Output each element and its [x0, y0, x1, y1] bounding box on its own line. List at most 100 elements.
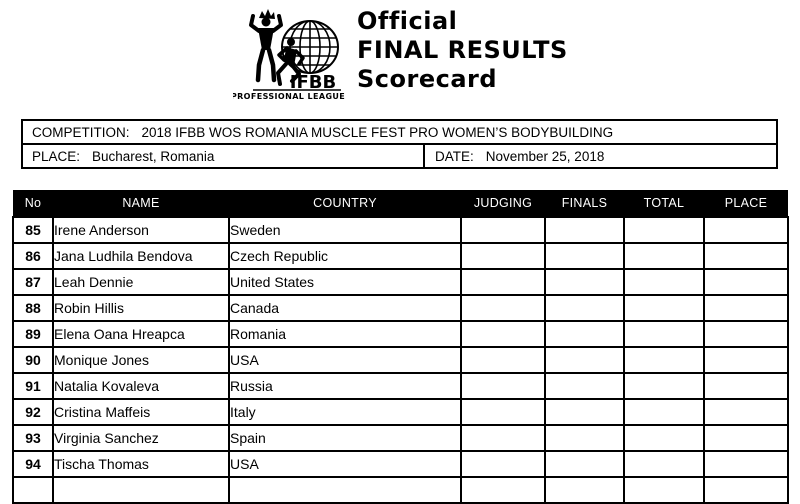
table-row: 91 Natalia Kovaleva Russia	[12, 372, 789, 400]
cell-judging	[460, 424, 546, 452]
cell-no: 89	[12, 320, 54, 348]
competition-row: COMPETITION: 2018 IFBB WOS ROMANIA MUSCL…	[23, 121, 776, 145]
cell-place	[703, 398, 789, 426]
cell-name: Irene Anderson	[52, 216, 230, 244]
cell-judging	[460, 346, 546, 374]
column-header-total: TOTAL	[624, 190, 704, 217]
competition-info-box: COMPETITION: 2018 IFBB WOS ROMANIA MUSCL…	[21, 119, 778, 169]
cell-country: Czech Republic	[228, 242, 462, 270]
table-row: 86 Jana Ludhila Bendova Czech Republic	[12, 242, 789, 270]
cell-place	[703, 372, 789, 400]
scorecard-page: { "logo": { "ifbb": "IFBB", "league": "P…	[12, 7, 789, 504]
cell-judging	[460, 216, 546, 244]
table-row: 94 Tischa Thomas USA	[12, 450, 789, 478]
cell-finals	[544, 294, 625, 322]
cell-name: Monique Jones	[52, 346, 230, 374]
place-label: PLACE:	[32, 148, 81, 164]
title-line-scorecard: Scorecard	[357, 65, 498, 93]
cell-no: 87	[12, 268, 54, 296]
cell-country: Russia	[228, 372, 462, 400]
cell-total	[623, 346, 705, 374]
cell-no: 88	[12, 294, 54, 322]
logo-ifbb-text: IFBB	[290, 72, 336, 93]
cell-place	[703, 450, 789, 478]
cell-no: 94	[12, 450, 54, 478]
cell-place	[703, 476, 789, 504]
cell-place	[703, 424, 789, 452]
cell-country: Sweden	[228, 216, 462, 244]
table-row: 89 Elena Oana Hreapca Romania	[12, 320, 789, 348]
column-header-name: NAME	[53, 190, 229, 217]
athletes-icon	[249, 9, 305, 86]
cell-finals	[544, 372, 625, 400]
cell-finals	[544, 398, 625, 426]
cell-no: 93	[12, 424, 54, 452]
page-title: Official FINAL RESULTS Scorecard	[357, 7, 568, 94]
column-header-country: COUNTRY	[229, 190, 461, 217]
table-row: 92 Cristina Maffeis Italy	[12, 398, 789, 426]
results-table: No NAME COUNTRY JUDGING FINALS TOTAL PLA…	[12, 190, 789, 504]
cell-country: Romania	[228, 320, 462, 348]
cell-total	[623, 450, 705, 478]
cell-no: 85	[12, 216, 54, 244]
cell-judging	[460, 398, 546, 426]
cell-name: Elena Oana Hreapca	[52, 320, 230, 348]
cell-no: 90	[12, 346, 54, 374]
date-value: November 25, 2018	[485, 148, 605, 164]
cell-total	[623, 320, 705, 348]
cell-total	[623, 242, 705, 270]
ifbb-logo-icon: IFBB PROFESSIONAL LEAGUE	[231, 9, 345, 101]
cell-total	[623, 294, 705, 322]
cell-place	[703, 268, 789, 296]
place-value: Bucharest, Romania	[92, 148, 215, 164]
cell-no	[12, 476, 54, 504]
cell-total	[623, 476, 705, 504]
cell-country: Canada	[228, 294, 462, 322]
cell-country: United States	[228, 268, 462, 296]
cell-place	[703, 294, 789, 322]
cell-place	[703, 346, 789, 374]
cell-judging	[460, 294, 546, 322]
cell-name: Virginia Sanchez	[52, 424, 230, 452]
cell-place	[703, 216, 789, 244]
cell-finals	[544, 450, 625, 478]
competition-value: 2018 IFBB WOS ROMANIA MUSCLE FEST PRO WO…	[141, 124, 614, 140]
cell-name	[52, 476, 230, 504]
date-label: DATE:	[435, 148, 474, 164]
cell-place	[703, 242, 789, 270]
cell-judging	[460, 372, 546, 400]
cell-judging	[460, 450, 546, 478]
cell-name: Jana Ludhila Bendova	[52, 242, 230, 270]
cell-total	[623, 372, 705, 400]
cell-name: Natalia Kovaleva	[52, 372, 230, 400]
cell-country: Spain	[228, 424, 462, 452]
cell-finals	[544, 216, 625, 244]
table-row: 88 Robin Hillis Canada	[12, 294, 789, 322]
cell-judging	[460, 320, 546, 348]
cell-no: 92	[12, 398, 54, 426]
column-header-no: No	[13, 190, 53, 217]
column-header-finals: FINALS	[545, 190, 624, 217]
cell-total	[623, 268, 705, 296]
table-row: 90 Monique Jones USA	[12, 346, 789, 374]
date-cell: DATE: November 25, 2018	[425, 145, 776, 167]
cell-name: Cristina Maffeis	[52, 398, 230, 426]
competition-label: COMPETITION:	[32, 124, 130, 140]
cell-judging	[460, 476, 546, 504]
cell-finals	[544, 320, 625, 348]
cell-country: USA	[228, 346, 462, 374]
table-row: 85 Irene Anderson Sweden	[12, 216, 789, 244]
cell-total	[623, 424, 705, 452]
cell-name: Leah Dennie	[52, 268, 230, 296]
cell-total	[623, 398, 705, 426]
cell-finals	[544, 242, 625, 270]
ifbb-logo: IFBB PROFESSIONAL LEAGUE	[231, 8, 345, 102]
title-line-final-results: FINAL RESULTS	[357, 36, 568, 64]
table-row-partial	[12, 476, 789, 504]
cell-finals	[544, 476, 625, 504]
cell-place	[703, 320, 789, 348]
table-row: 87 Leah Dennie United States	[12, 268, 789, 296]
globe-icon	[281, 20, 339, 74]
column-header-judging: JUDGING	[461, 190, 545, 217]
column-header-place: PLACE	[704, 190, 788, 217]
